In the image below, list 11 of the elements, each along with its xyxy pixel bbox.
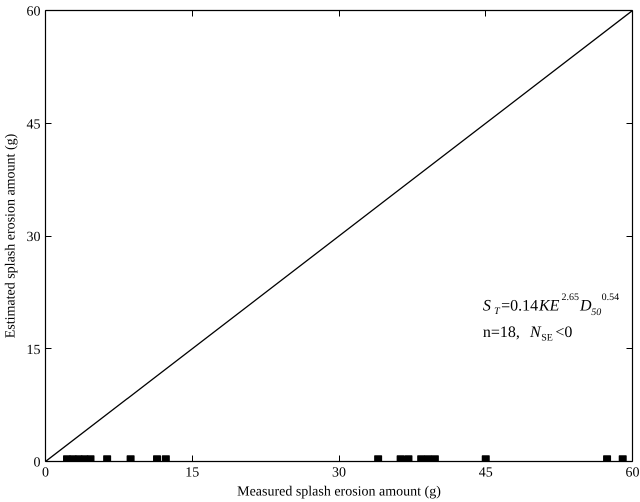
x-axis-title: Measured splash erosion amount (g) [237, 484, 442, 500]
y-tick-label: 60 [26, 4, 40, 20]
x-tick-label: 60 [626, 466, 640, 480]
y-tick-label: 45 [26, 117, 40, 132]
y-axis-title: Estimated splash erosion amount (g) [4, 133, 18, 338]
x-tick-label: 30 [332, 466, 346, 480]
y-tick-label: 0 [34, 456, 40, 470]
x-tick-label: 15 [185, 466, 200, 480]
y-tick-label: 15 [26, 342, 40, 358]
x-tick-label: 45 [478, 466, 493, 480]
y-tick-label: 30 [26, 230, 40, 245]
